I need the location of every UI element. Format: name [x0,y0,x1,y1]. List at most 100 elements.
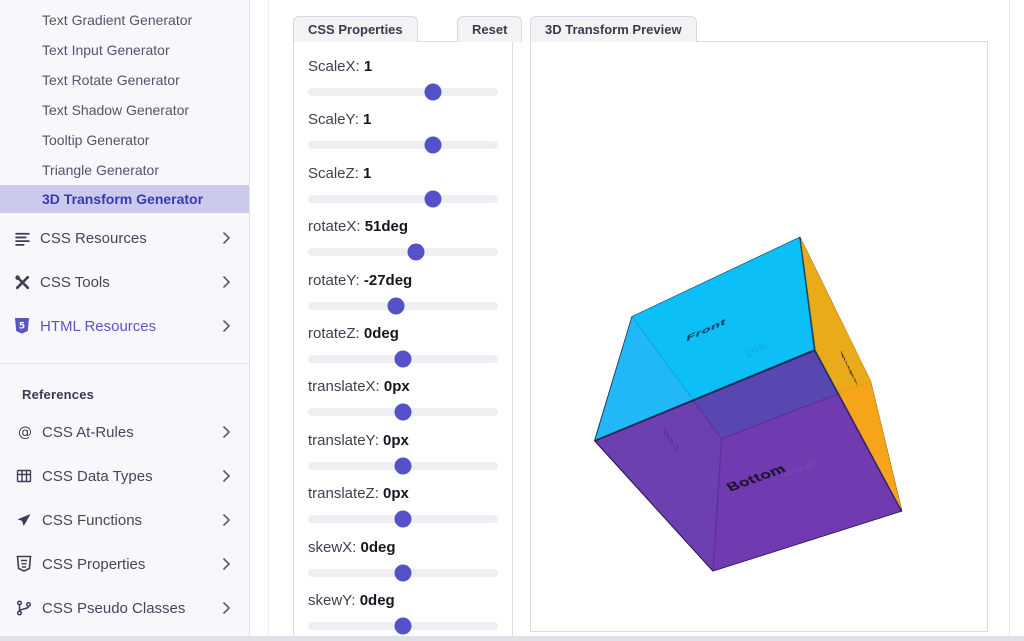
translatez-slider-track[interactable] [308,510,498,528]
sliders-container: ScaleX: 1 ScaleY: 1 ScaleZ: 1 rotateX: 51de… [294,57,512,641]
chevron-right-icon [222,232,231,244]
translatez-slider-thumb[interactable] [394,510,412,528]
translatey-slider-thumb[interactable] [394,457,412,475]
svg-text:5: 5 [19,322,25,332]
slider-row-translatey: translateY: 0px [308,431,498,484]
slider-row-scalex: ScaleX: 1 [308,57,498,110]
translatex-slider-track[interactable] [308,403,498,421]
slider-row-skewx: skewX: 0deg [308,538,498,591]
sidebar-item-label: CSS Data Types [42,467,153,485]
sidebar-item-label: CSS Pseudo Classes [42,599,186,617]
rotatey-slider-thumb[interactable] [387,297,405,315]
css-properties-tab: CSS Properties [293,16,418,42]
translatey-slider-track[interactable] [308,457,498,475]
sidebar-groups: CSS Resources CSS Tools 5 HTML Resources [0,216,249,348]
translatex-slider-thumb[interactable] [394,403,412,421]
sidebar-item-label: HTML Resources [40,317,157,335]
chevron-right-icon [222,558,231,570]
slider-row-rotatez: rotateZ: 0deg [308,324,498,377]
sidebar-item-html-resources[interactable]: 5 HTML Resources [0,304,249,348]
sidebar-item-css-functions[interactable]: CSS Functions [0,498,249,542]
scaley-slider-track[interactable] [308,136,498,154]
sidebar-item-label: CSS At-Rules [42,423,134,441]
chevron-right-icon [222,602,231,614]
skewy-slider-track[interactable] [308,617,498,635]
rotatez-slider-thumb[interactable] [394,350,412,368]
sidebar-item-css-resources[interactable]: CSS Resources [0,216,249,260]
css-shield-icon [16,555,42,573]
scalez-slider-track[interactable] [308,190,498,208]
scalez-slider-thumb[interactable] [424,190,442,208]
sidebar-item-text-rotate-generator[interactable]: Text Rotate Generator [42,72,180,88]
css-properties-panel: ScaleX: 1 ScaleY: 1 ScaleZ: 1 rotateX: 51de… [293,41,513,641]
at-icon: @ [16,423,42,441]
sidebar-item-label: CSS Properties [42,555,146,573]
chevron-right-icon [222,426,231,438]
slider-label-translatex: translateX: 0px [308,378,410,396]
chevron-right-icon [222,320,231,332]
slider-label-translatey: translateY: 0px [308,431,409,449]
sidebar-item-label: CSS Resources [40,229,147,247]
slider-row-skewy: skewY: 0deg [308,591,498,641]
svg-text:@: @ [18,425,32,441]
tools-icon [14,274,40,291]
slider-label-rotatex: rotateX: 51deg [308,218,409,236]
rotatez-slider-track[interactable] [308,350,498,368]
scalex-slider-track[interactable] [308,83,498,101]
slider-label-skewx: skewX: 0deg [308,538,396,556]
slider-row-scaley: ScaleY: 1 [308,110,498,163]
slider-label-translatez: translateZ: 0px [308,485,409,503]
sidebar-item-css-tools[interactable]: CSS Tools [0,260,249,304]
list-icon [14,230,40,247]
scaley-slider-thumb[interactable] [424,136,442,154]
sidebar-item-css-pseudo-classes[interactable]: CSS Pseudo Classes [0,586,249,630]
content-right-border [1009,0,1010,641]
preview-panel: FrontBackRightLeftTopBottom [530,41,988,632]
slider-row-translatez: translateZ: 0px [308,484,498,537]
slider-label-skewy: skewY: 0deg [308,591,395,609]
slider-label-scaley: ScaleY: 1 [308,111,372,129]
skewy-slider-thumb[interactable] [394,617,412,635]
sidebar-item-label: CSS Functions [42,511,143,529]
rotatex-slider-track[interactable] [308,243,498,261]
slider-row-translatex: translateX: 0px [308,377,498,430]
sidebar-item-triangle-generator[interactable]: Triangle Generator [42,162,159,178]
sidebar-item-text-shadow-generator[interactable]: Text Shadow Generator [42,102,190,118]
preview-tab: 3D Transform Preview [530,16,697,42]
chevron-right-icon [222,276,231,288]
sidebar-item-css-data-types[interactable]: CSS Data Types [0,454,249,498]
sidebar-item-text-gradient-generator[interactable]: Text Gradient Generator [42,12,193,28]
send-icon [16,512,42,528]
references-header: References [22,387,95,402]
scalex-slider-thumb[interactable] [424,83,442,101]
sidebar: Text Gradient Generator Text Input Genera… [0,0,250,641]
cube: FrontBackRightLeftTopBottom [594,236,903,572]
slider-label-scalex: ScaleX: 1 [308,58,373,75]
slider-row-rotatey: rotateY: -27deg [308,271,498,324]
sidebar-item-css-properties[interactable]: CSS Properties [0,542,249,586]
chevron-right-icon [222,514,231,526]
sidebar-item-tooltip-generator[interactable]: Tooltip Generator [42,132,150,148]
chevron-right-icon [222,470,231,482]
footer-strip [0,636,1024,641]
html5-shield-icon: 5 [14,317,40,335]
table-icon [16,468,42,484]
sidebar-item-label: CSS Tools [40,273,110,291]
reset-button[interactable]: Reset [457,16,523,42]
branch-icon [16,600,42,616]
sidebar-item-3d-transform-generator[interactable]: 3D Transform Generator [0,185,249,213]
rotatey-slider-track[interactable] [308,297,498,315]
skewx-slider-track[interactable] [308,564,498,582]
rotatex-slider-thumb[interactable] [407,243,425,261]
sidebar-item-css-at-rules[interactable]: @ CSS At-Rules [0,410,249,454]
skewx-slider-thumb[interactable] [394,564,412,582]
slider-label-rotatey: rotateY: -27deg [308,271,413,289]
slider-row-rotatex: rotateX: 51deg [308,217,498,270]
slider-row-scalez: ScaleZ: 1 [308,164,498,217]
slider-label-rotatez: rotateZ: 0deg [308,324,399,342]
sidebar-item-text-input-generator[interactable]: Text Input Generator [42,42,170,58]
generator-nav-list: Text Gradient Generator Text Input Genera… [0,5,249,213]
sidebar-divider [0,363,249,364]
cube-scene: FrontBackRightLeftTopBottom [594,236,903,572]
